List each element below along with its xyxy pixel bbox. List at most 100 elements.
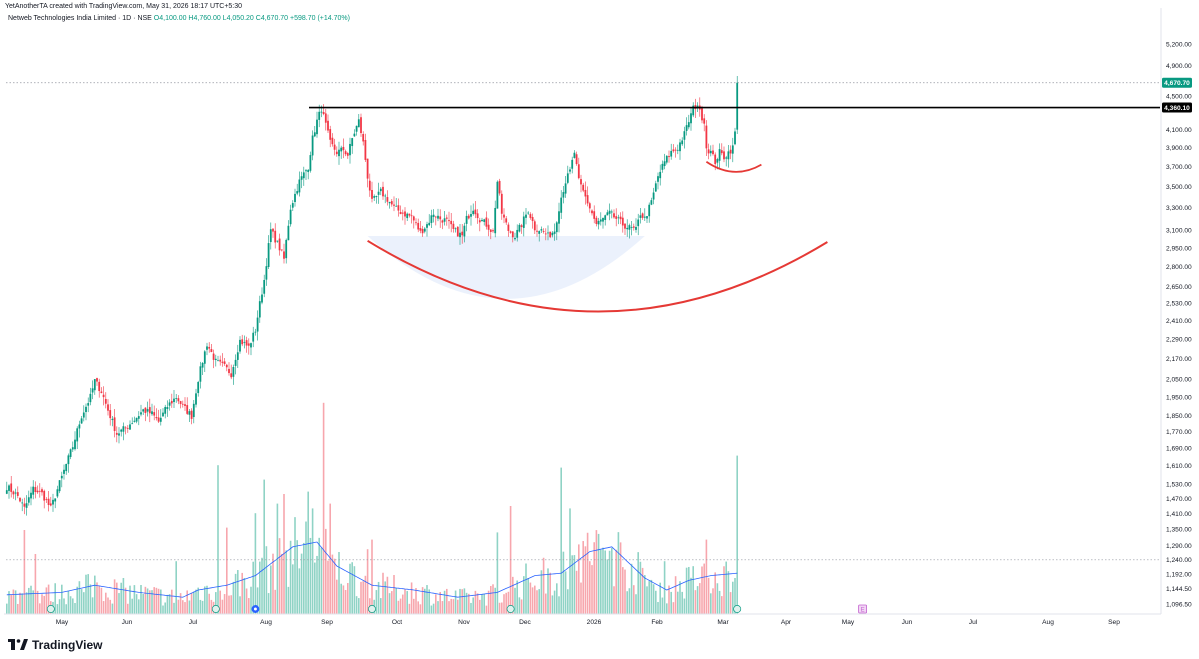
candle xyxy=(681,137,684,146)
candle xyxy=(322,104,325,116)
candle xyxy=(203,350,206,372)
candle xyxy=(368,173,371,197)
volume-bar xyxy=(8,591,10,614)
candle xyxy=(186,397,189,416)
volume-bar xyxy=(226,527,228,614)
dividend-marker-icon xyxy=(368,605,376,613)
volume-bar xyxy=(384,581,386,614)
candle xyxy=(364,133,367,162)
candle xyxy=(485,211,488,230)
candle xyxy=(434,215,437,226)
candle xyxy=(448,211,450,229)
candle xyxy=(621,211,624,233)
volume-bar xyxy=(624,569,626,614)
volume-bar xyxy=(633,585,635,614)
volume-bar xyxy=(470,602,472,614)
candle xyxy=(610,209,613,219)
price-axis: 5,200.00 4,900.00 4,500.00 4,100.00 3,900.00… xyxy=(1166,41,1192,608)
volume-bar xyxy=(333,558,336,614)
candle xyxy=(531,213,534,229)
volume-bar xyxy=(476,593,479,614)
candle xyxy=(613,209,615,219)
volume-bar xyxy=(6,603,8,614)
volume-bar xyxy=(267,593,270,614)
volume-bar xyxy=(408,603,411,614)
volume-bar xyxy=(278,538,281,614)
volume-bar xyxy=(487,590,490,614)
volume-bar xyxy=(428,589,430,614)
candle xyxy=(382,181,384,200)
candle xyxy=(727,145,730,168)
volume-bar xyxy=(113,579,116,614)
volume-bar xyxy=(336,579,338,614)
candle xyxy=(151,403,153,416)
candle xyxy=(252,326,255,348)
candle xyxy=(657,172,659,190)
candle xyxy=(566,165,569,185)
candle xyxy=(223,357,226,366)
volume-bar xyxy=(61,584,63,614)
volume-bar xyxy=(329,503,331,614)
candle xyxy=(406,212,409,221)
volume-bar xyxy=(355,596,358,614)
volume-bar xyxy=(622,567,624,614)
candle xyxy=(705,120,708,157)
price-tick-label: 1,770.00 xyxy=(1166,429,1192,436)
candle xyxy=(148,398,151,423)
candle xyxy=(489,229,492,240)
candle xyxy=(131,417,134,425)
volume-bar xyxy=(360,581,362,614)
volume-bar xyxy=(593,542,595,614)
volume-bar xyxy=(714,572,716,614)
candle xyxy=(516,224,519,242)
volume-bar xyxy=(14,590,17,614)
volume-bar xyxy=(723,566,725,614)
volume-bar xyxy=(538,589,540,614)
volume-bar xyxy=(417,601,419,614)
volume-bar xyxy=(699,583,701,614)
price-tick-label: 1,470.00 xyxy=(1166,496,1192,503)
volume-bar xyxy=(303,542,305,614)
volume-bar xyxy=(215,592,217,614)
volume-bar xyxy=(34,554,37,614)
candle xyxy=(507,222,510,237)
candle xyxy=(608,203,611,221)
candle xyxy=(113,409,116,438)
volume-bar xyxy=(45,587,48,614)
volume-bar xyxy=(25,592,28,614)
volume-bar xyxy=(223,594,226,614)
volume-bar xyxy=(650,579,653,614)
candle xyxy=(580,174,582,193)
candle xyxy=(78,420,81,438)
candle xyxy=(560,190,563,219)
candle xyxy=(404,207,406,225)
candle xyxy=(179,400,182,409)
candle xyxy=(529,212,532,220)
time-axis: May Jun Jul Aug Sep Oct Nov Dec 2026 Feb Mar Apr May… xyxy=(56,619,1120,626)
volume-bar xyxy=(124,587,127,614)
time-tick-label: Jul xyxy=(969,619,978,626)
tradingview-logo[interactable]: TradingView xyxy=(8,638,102,652)
volume-bar xyxy=(558,596,560,614)
volume-bar xyxy=(371,539,373,614)
candle xyxy=(118,427,120,444)
candle xyxy=(582,182,585,193)
volume-bar xyxy=(701,566,703,614)
volume-bar xyxy=(270,565,272,614)
candle xyxy=(335,146,338,157)
candle xyxy=(571,156,574,174)
candle xyxy=(646,216,648,223)
candle xyxy=(21,498,24,512)
candle xyxy=(670,143,673,160)
volume-bar xyxy=(190,592,193,614)
candle xyxy=(509,230,512,234)
volume-bar xyxy=(459,588,461,614)
candle xyxy=(654,180,657,192)
candle xyxy=(538,230,541,242)
volume-bar xyxy=(505,592,507,614)
candle xyxy=(452,220,455,233)
candle xyxy=(421,225,424,237)
dividend-marker-icon xyxy=(251,605,260,613)
volume-bar xyxy=(149,590,151,614)
